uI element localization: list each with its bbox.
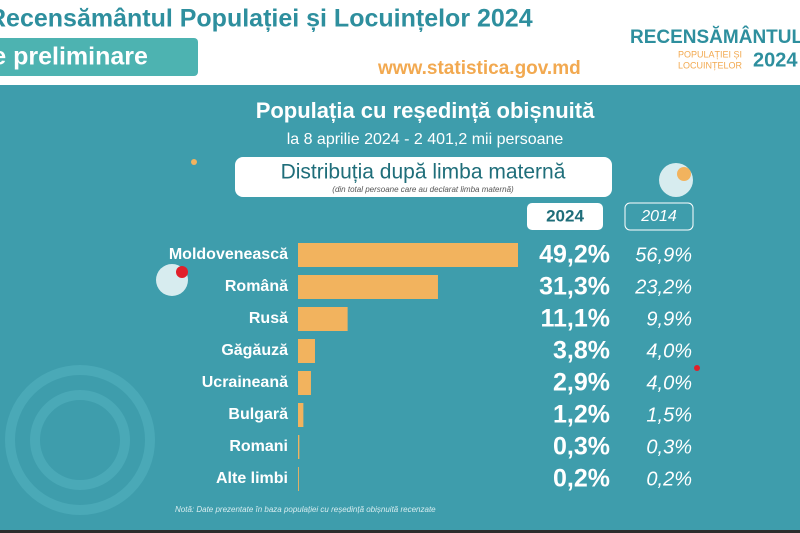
category-label: Rusă (249, 310, 288, 327)
value-label: 2,9% (553, 369, 610, 397)
logo-line: POPULAȚIEI ȘI (678, 49, 742, 59)
value-label-2014: 0,3% (646, 436, 692, 458)
value-label: 3,8% (553, 337, 610, 365)
decor (5, 365, 155, 515)
note: Notă: Date prezentate în baza populației… (175, 505, 436, 514)
bar (298, 275, 438, 299)
category-label: Ucraineană (202, 374, 288, 391)
value-label: 31,3% (539, 273, 610, 301)
bar (298, 243, 518, 267)
decor (659, 163, 693, 197)
url: www.statistica.gov.md (377, 58, 581, 79)
value-label-2014: 0,2% (646, 468, 692, 490)
decor (677, 167, 691, 181)
heading: Distribuția după limba maternă (281, 161, 566, 184)
decor (30, 390, 130, 490)
value-label: 1,2% (553, 401, 610, 429)
value-label-2014: 9,9% (646, 308, 692, 330)
column-header: 2014 (640, 208, 677, 225)
value-label-2014: 56,9% (635, 244, 692, 266)
category-label: Română (225, 278, 288, 295)
category-label: Romani (229, 438, 288, 455)
header-title: Recensământul Populației și Locuințelor … (0, 5, 533, 33)
logo-year: 2024 (753, 49, 798, 71)
value-label-2014: 4,0% (646, 340, 692, 362)
heading-box (235, 157, 612, 197)
decor (176, 266, 188, 278)
bar (298, 435, 300, 459)
bar (298, 307, 348, 331)
column-box (527, 203, 603, 230)
logo-line: LOCUINȚELOR (678, 60, 743, 70)
value-label: 0,2% (553, 465, 610, 493)
column-box (624, 202, 694, 231)
value-label: 0,3% (553, 433, 610, 461)
subheading: (din total persoane care au declarat lim… (332, 185, 514, 194)
category-label: Găgăuză (221, 342, 288, 359)
value-label: 49,2% (539, 241, 610, 269)
category-label: Moldovenească (169, 246, 288, 263)
chart-subtitle: la 8 aprilie 2024 - 2 401,2 mii persoane (287, 131, 564, 148)
bar (298, 467, 299, 491)
chart-title: Populația cu reședință obișnuită (256, 98, 595, 123)
value-label-2014: 23,2% (634, 276, 692, 298)
category-label: Alte limbi (216, 470, 288, 487)
bar (298, 371, 311, 395)
bar (298, 339, 315, 363)
badge (0, 38, 198, 76)
value-label-2014: 1,5% (646, 404, 692, 426)
value-label-2014: 4,0% (646, 372, 692, 394)
decor (191, 159, 197, 165)
value-label: 11,1% (540, 305, 610, 333)
decor (694, 365, 700, 371)
bottom-strip (0, 530, 800, 533)
column-header: 2024 (546, 206, 584, 225)
bar (298, 403, 304, 427)
badge-text: Date preliminare (0, 43, 148, 71)
category-label: Bulgară (228, 406, 288, 423)
logo-title: RECENSĂMÂNTUL (630, 26, 800, 48)
